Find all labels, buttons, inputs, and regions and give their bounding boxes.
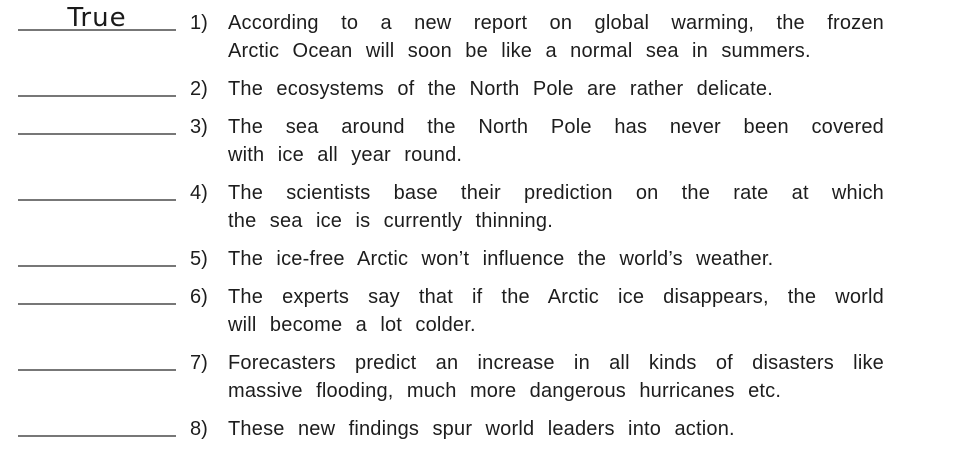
- statement-line: The ecosystems of the North Pole are rat…: [228, 78, 773, 100]
- statement-text: Forecasters predict an increase in all k…: [228, 349, 884, 405]
- answer-blank[interactable]: [18, 113, 176, 135]
- statement-line: The ice-free Arctic won’t influence the …: [228, 248, 774, 270]
- answer-blank[interactable]: [18, 349, 176, 371]
- answer-blank[interactable]: [18, 179, 176, 201]
- statement-text: The scientists base their prediction on …: [228, 179, 884, 235]
- statement-list: True 1) According to a new report on globa…: [0, 2, 961, 443]
- statement-row: 2) The ecosystems of the North Pole are r…: [0, 75, 961, 103]
- item-number: 8): [190, 418, 208, 440]
- statement-text: According to a new report on global warm…: [228, 9, 884, 65]
- statement-text: The ice-free Arctic won’t influence the …: [228, 245, 884, 273]
- answer-text: True: [67, 2, 127, 33]
- item-number: 4): [190, 182, 208, 204]
- answer-blank[interactable]: [18, 415, 176, 437]
- statement-row: True 1) According to a new report on globa…: [0, 2, 961, 65]
- statement-line: the sea ice is currently thinning.: [228, 210, 553, 232]
- item-number: 3): [190, 116, 208, 138]
- statement-line: with ice all year round.: [228, 144, 463, 166]
- answer-blank[interactable]: True: [18, 2, 176, 33]
- item-number: 7): [190, 352, 208, 374]
- statement-text: The sea around the North Pole has never …: [228, 113, 884, 169]
- statement-line: massive flooding, much more dangerous hu…: [228, 380, 782, 402]
- item-number: 5): [190, 248, 208, 270]
- item-number: 2): [190, 78, 208, 100]
- item-number: 1): [190, 12, 208, 34]
- answer-blank[interactable]: [18, 75, 176, 97]
- statement-line: The sea around the North Pole has never …: [228, 116, 884, 138]
- answer-blank[interactable]: [18, 283, 176, 305]
- statement-line: The scientists base their prediction on …: [228, 182, 884, 204]
- statement-row: 7) Forecasters predict an increase in all…: [0, 349, 961, 405]
- statement-line: Arctic Ocean will soon be like a normal …: [228, 40, 811, 62]
- statement-line: Forecasters predict an increase in all k…: [228, 352, 884, 374]
- statement-line: These new findings spur world leaders in…: [228, 418, 735, 440]
- statement-row: 4) The scientists base their prediction o…: [0, 179, 961, 235]
- statement-row: 3) The sea around the North Pole has neve…: [0, 113, 961, 169]
- statement-row: 8) These new findings spur world leaders …: [0, 415, 961, 443]
- statement-line: will become a lot colder.: [228, 314, 476, 336]
- statement-row: 6) The experts say that if the Arctic ice…: [0, 283, 961, 339]
- statement-text: The ecosystems of the North Pole are rat…: [228, 75, 884, 103]
- statement-line: The experts say that if the Arctic ice d…: [228, 286, 884, 308]
- statement-text: These new findings spur world leaders in…: [228, 415, 884, 443]
- item-number: 6): [190, 286, 208, 308]
- answer-blank[interactable]: [18, 245, 176, 267]
- statement-row: 5) The ice-free Arctic won’t influence th…: [0, 245, 961, 273]
- statement-line: According to a new report on global warm…: [228, 12, 884, 34]
- statement-text: The experts say that if the Arctic ice d…: [228, 283, 884, 339]
